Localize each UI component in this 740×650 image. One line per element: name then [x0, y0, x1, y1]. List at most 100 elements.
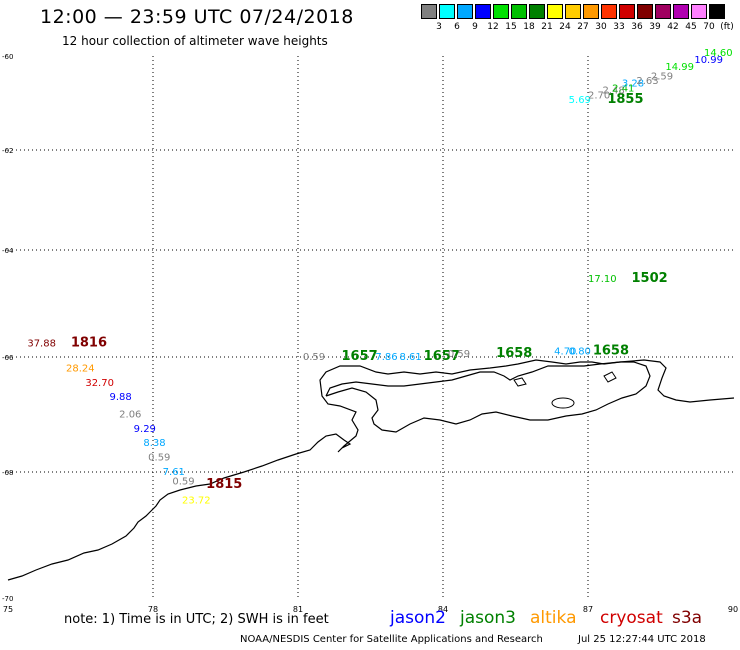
scale-swatch	[655, 4, 671, 19]
map-grid: 75 78 81 84 87 90 -60 -62 -64 -66 -68 -70	[2, 53, 738, 614]
scale-label: 36	[631, 22, 643, 32]
scale-swatch	[493, 4, 509, 19]
scale-swatch	[637, 4, 653, 19]
lon-tick-label: 75	[3, 605, 13, 614]
credit-text: NOAA/NESDIS Center for Satellite Applica…	[240, 634, 543, 645]
pass-time-label: 1657	[424, 349, 460, 364]
lon-tick-label: 84	[438, 605, 448, 614]
pass-time-label: 1658	[496, 346, 532, 361]
pass-time-label: 1658	[593, 343, 629, 358]
scale-swatch	[565, 4, 581, 19]
scale-swatch	[619, 4, 635, 19]
wave-height-label: 9.88	[110, 392, 132, 403]
wave-height-label: 2.06	[119, 409, 141, 420]
lon-tick-label: 87	[583, 605, 593, 614]
wave-height-label: 2.63	[636, 76, 658, 87]
scale-swatch	[475, 4, 491, 19]
scale-label: 24	[559, 22, 571, 32]
scale-label: 39	[649, 22, 661, 32]
scale-swatch	[439, 4, 455, 19]
wave-height-label: 0.59	[172, 477, 194, 488]
satellite-legend-item: s3a	[672, 608, 703, 628]
wave-height-label: 8.38	[143, 438, 165, 449]
wave-height-labels: 37.88 181628.2432.709.882.069.298.380.597…	[27, 48, 732, 507]
lat-tick-label: -60	[2, 53, 13, 61]
wave-height-label: 5.69	[569, 95, 591, 106]
satellite-legend-item: jason2	[390, 608, 446, 628]
generated-timestamp: Jul 25 12:27:44 UTC 2018	[578, 634, 706, 645]
pass-time-label: 1855	[607, 92, 643, 107]
wave-height-label: 2.41	[612, 83, 634, 94]
satellite-legend-item: altika	[530, 608, 577, 628]
scale-label: 9	[472, 22, 478, 32]
scale-swatch	[709, 4, 725, 19]
wave-height-label: 9.29	[134, 424, 156, 435]
wave-height-label: 17.10	[588, 274, 617, 285]
wave-height-label: 2.59	[651, 72, 673, 83]
wave-height-label: 2.48	[603, 86, 625, 97]
wave-height-label: 14.60	[704, 48, 733, 59]
wave-height-label: 2.70	[588, 90, 610, 101]
footer-note: note: 1) Time is in UTC; 2) SWH is in fe…	[64, 612, 329, 627]
wave-height-label: 28.24	[66, 363, 95, 374]
scale-label: 15	[505, 22, 517, 32]
scale-swatch	[601, 4, 617, 19]
scale-swatch	[421, 4, 437, 19]
lat-tick-label: -64	[2, 247, 14, 255]
satellite-legend-item: jason3	[460, 608, 516, 628]
lat-tick-label: -70	[2, 595, 13, 603]
wave-height-label: 23.72	[182, 496, 211, 507]
scale-label: 6	[454, 22, 460, 32]
island-outline	[551, 397, 575, 409]
scale-swatch	[547, 4, 563, 19]
wave-height-label: 0.80	[569, 346, 591, 357]
scale-label: 3	[436, 22, 442, 32]
scale-swatch	[529, 4, 545, 19]
scale-swatch	[673, 4, 689, 19]
island-outline	[603, 371, 617, 383]
scale-label: (ft)	[720, 22, 734, 32]
scale-swatch	[583, 4, 599, 19]
wave-height-label: 0.59	[148, 453, 170, 464]
scale-swatch	[691, 4, 707, 19]
lon-tick-label: 90	[728, 605, 738, 614]
wave-height-label: 37.88	[27, 338, 56, 349]
pass-time-label: 1502	[632, 271, 668, 286]
pass-time-label: 1815	[206, 477, 242, 492]
scale-label: 21	[541, 22, 553, 32]
color-scale-legend: 3 6 9 12 15 18 21 24 27 30 33 36 39 42 45 70 (ft)	[421, 4, 734, 36]
wave-height-label: 14.99	[665, 62, 694, 73]
scale-label: 42	[667, 22, 679, 32]
scale-label: 45	[685, 22, 697, 32]
pass-time-label: 1816	[71, 335, 107, 350]
scale-label: 18	[523, 22, 535, 32]
lon-tick-label: 81	[293, 605, 303, 614]
scale-swatch	[511, 4, 527, 19]
coastline	[7, 359, 735, 581]
scale-label: 70	[703, 22, 715, 32]
scale-label: 27	[577, 22, 589, 32]
lon-tick-label: 78	[148, 605, 158, 614]
pass-time-label: 1657	[342, 349, 378, 364]
wave-height-label: 7.86	[375, 352, 397, 363]
scale-label: 30	[595, 22, 607, 32]
wave-height-label: 32.70	[85, 378, 114, 389]
island-outline	[513, 377, 527, 387]
wave-height-label: 10.99	[694, 55, 723, 66]
satellite-legend-item: cryosat	[600, 608, 663, 628]
wave-height-label: 4.70	[554, 346, 576, 357]
page-subtitle: 12 hour collection of altimeter wave hei…	[62, 34, 328, 48]
wave-height-label: 7.61	[163, 467, 185, 478]
scale-swatch	[457, 4, 473, 19]
page-title: 12:00 — 23:59 UTC 07/24/2018	[40, 6, 354, 28]
wave-height-label: 3.28	[622, 79, 644, 90]
wave-height-label: 0.59	[303, 352, 325, 363]
scale-label: 12	[487, 22, 499, 32]
wave-height-label: 8.61	[400, 352, 422, 363]
lat-tick-label: -62	[2, 147, 13, 155]
scale-label: 33	[613, 22, 625, 32]
wave-height-label: 0.59	[448, 349, 470, 360]
ice-shelf-outline	[325, 361, 651, 433]
lat-tick-label: -68	[2, 469, 13, 477]
